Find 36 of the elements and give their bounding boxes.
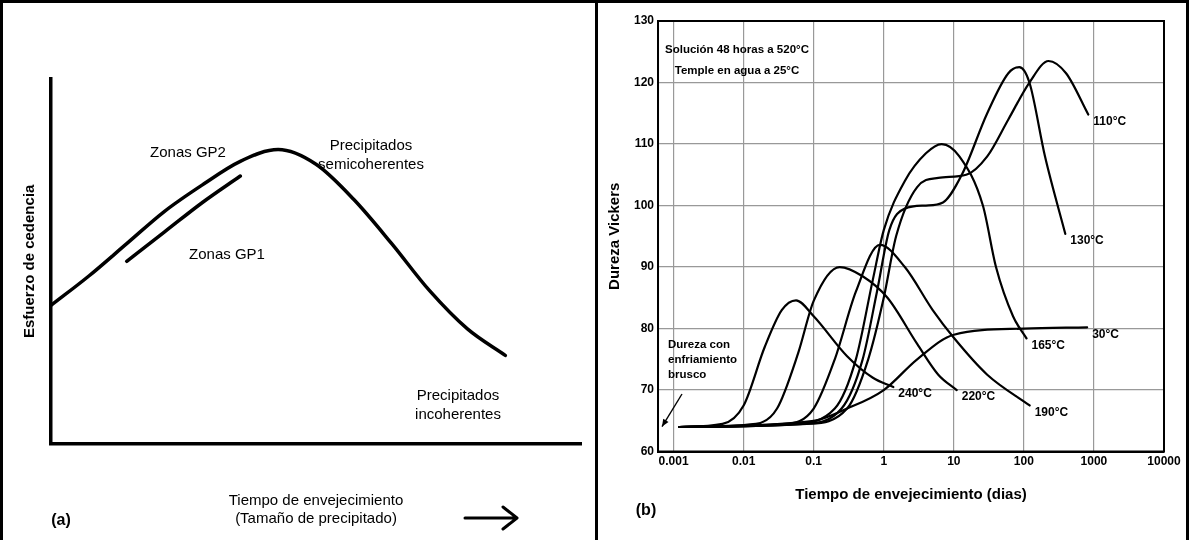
x-axis-title: Tiempo de envejecimiento (dias) xyxy=(795,485,1027,503)
y-tick-label: 90 xyxy=(640,259,655,274)
x-tick-label: 10 xyxy=(947,454,961,469)
annotation: Dureza con enfriamiento brusco xyxy=(668,338,738,381)
x-tick-label: 1 xyxy=(880,454,888,469)
y-axis-title: Esfuerzo de cedencia xyxy=(20,183,38,338)
series-label: 130°C xyxy=(1070,233,1105,248)
series-label: 220°C xyxy=(961,389,996,404)
y-tick-label: 120 xyxy=(633,74,655,89)
annotation: Zonas GP1 xyxy=(189,245,265,263)
annotation: Precipitados incoherentes xyxy=(415,386,501,423)
y-tick-label: 130 xyxy=(633,13,655,28)
x-tick-label: 0.1 xyxy=(805,454,823,469)
y-tick-label: 60 xyxy=(640,443,655,458)
series-label: 190°C xyxy=(1034,404,1069,419)
annotation: Zonas GP2 xyxy=(150,143,226,161)
series-label: 240°C xyxy=(898,386,933,401)
text: (b) xyxy=(635,501,657,519)
x-axis-title: Tiempo de envejecimiento (Tamaño de precipitado) xyxy=(228,491,404,527)
x-tick-label: 10000 xyxy=(1147,454,1182,469)
series-label: 110°C xyxy=(1093,113,1127,128)
series-label: 30°C xyxy=(1092,326,1120,341)
annotation: Precipitados semicoherentes xyxy=(318,136,424,173)
series-label: 165°C xyxy=(1031,337,1066,352)
x-tick-label: 0.001 xyxy=(658,454,689,469)
annotation: Solución 48 horas a 520°C xyxy=(665,43,809,56)
x-tick-label: 0.01 xyxy=(731,454,756,469)
annotation: Temple en agua a 25°C xyxy=(674,64,800,77)
y-tick-label: 70 xyxy=(640,382,655,397)
y-tick-label: 100 xyxy=(633,197,655,212)
x-tick-label: 100 xyxy=(1013,454,1035,469)
y-tick-label: 80 xyxy=(640,320,655,335)
text: (a) xyxy=(51,511,71,529)
y-tick-label: 110 xyxy=(634,136,655,151)
x-tick-label: 1000 xyxy=(1080,454,1108,469)
y-axis-title: Dureza Vickers xyxy=(605,182,623,290)
